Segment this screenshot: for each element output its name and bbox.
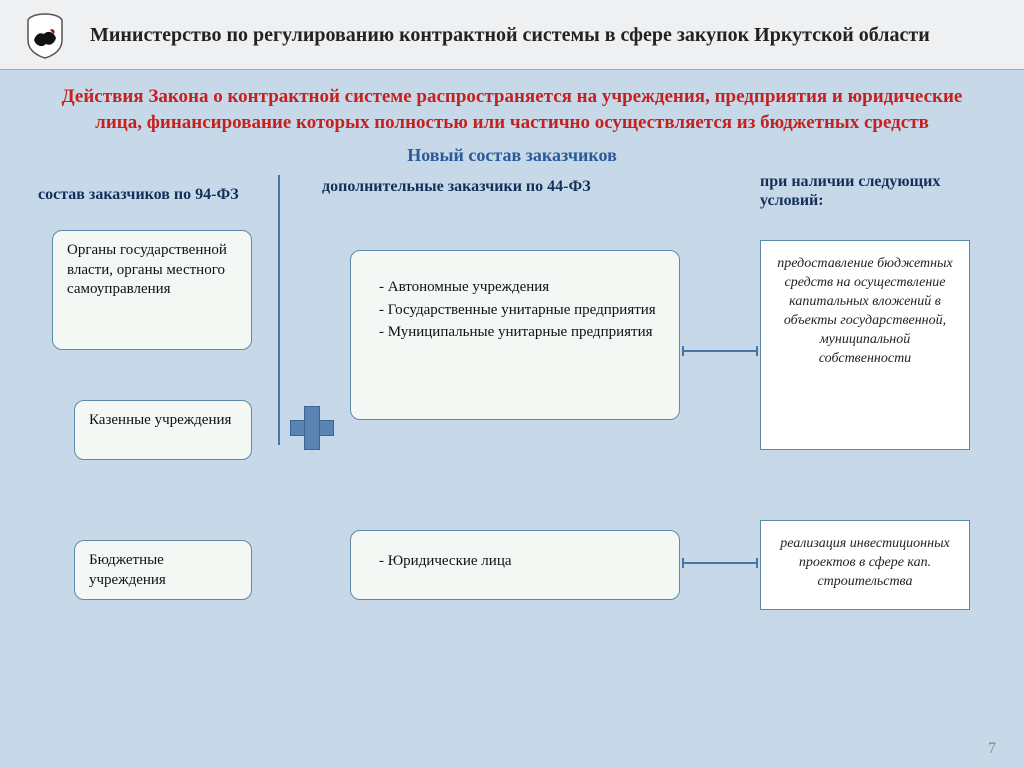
list-item: Муниципальные унитарные предприятия	[379, 323, 657, 343]
vertical-divider	[278, 175, 280, 445]
header-bar: Министерство по регулированию контрактно…	[0, 0, 1024, 70]
diagram-area: Органы государственной власти, органы ме…	[0, 220, 1024, 700]
box-organs: Органы государственной власти, органы ме…	[52, 230, 252, 350]
box-budget: Бюджетные учреждения	[74, 540, 252, 600]
condition-top-text: предоставление бюджетных средств на осущ…	[777, 256, 952, 365]
condition-top: предоставление бюджетных средств на осущ…	[760, 240, 970, 450]
coat-of-arms-icon	[20, 10, 70, 60]
connector-bottom	[682, 562, 758, 564]
box-treasury: Казенные учреждения	[74, 400, 252, 460]
box-treasury-text: Казенные учреждения	[89, 412, 231, 428]
condition-bottom: реализация инвестиционных проектов в сфе…	[760, 520, 970, 610]
connector-top	[682, 350, 758, 352]
header-title: Министерство по регулированию контрактно…	[90, 23, 930, 47]
col-header-right: при наличии следующих условий:	[760, 172, 990, 210]
box-additional-top: Автономные учреждения Государственные ун…	[350, 250, 680, 420]
main-statement: Действия Закона о контрактной системе ра…	[0, 70, 1024, 141]
condition-bottom-text: реализация инвестиционных проектов в сфе…	[780, 536, 950, 589]
col-header-mid: дополнительные заказчики по 44-ФЗ	[322, 178, 591, 196]
box-budget-text: Бюджетные учреждения	[89, 552, 166, 588]
page-number: 7	[988, 740, 996, 758]
box-organs-text: Органы государственной власти, органы ме…	[67, 242, 227, 297]
list-item: Юридические лица	[379, 552, 657, 572]
list-item: Государственные унитарные предприятия	[379, 301, 657, 321]
legal-list: Юридические лица	[373, 552, 657, 572]
additional-list: Автономные учреждения Государственные ун…	[373, 278, 657, 343]
subheading: Новый состав заказчиков	[0, 145, 1024, 166]
list-item: Автономные учреждения	[379, 278, 657, 298]
col-header-left: состав заказчиков по 94-ФЗ	[38, 186, 239, 204]
column-headers: состав заказчиков по 94-ФЗ дополнительны…	[0, 170, 1024, 220]
plus-icon	[290, 406, 334, 450]
box-additional-bottom: Юридические лица	[350, 530, 680, 600]
